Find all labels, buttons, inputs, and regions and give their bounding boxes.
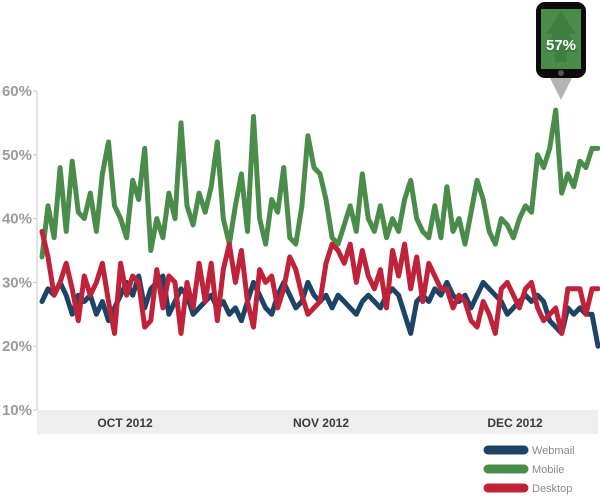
callout-label: 57%: [546, 37, 576, 54]
x-tick-label: DEC 2012: [487, 416, 543, 430]
y-axis: 10% 20% 30% 40% 50% 60%: [2, 83, 38, 419]
tree-icon: [544, 11, 578, 62]
x-axis-band: [37, 410, 598, 434]
x-tick-label: OCT 2012: [97, 416, 153, 430]
y-tick-label: 30%: [2, 274, 32, 291]
callout-pointer: [550, 78, 572, 100]
legend-label-webmail: Webmail: [532, 445, 575, 457]
legend: Webmail Mobile Desktop: [483, 445, 575, 495]
y-tick-label: 60%: [2, 83, 32, 100]
series-line-mobile: [39, 107, 600, 260]
y-tick-label: 10%: [2, 402, 32, 419]
series-line-desktop: [39, 228, 600, 336]
legend-label-desktop: Desktop: [532, 483, 572, 495]
phone-home-button: [558, 70, 564, 76]
y-tick-label: 20%: [2, 338, 32, 355]
peak-callout: 57%: [536, 2, 586, 100]
series-lines: [39, 107, 600, 349]
x-tick-label: NOV 2012: [293, 416, 349, 430]
y-tick-label: 50%: [2, 147, 32, 164]
x-axis: OCT 2012 NOV 2012 DEC 2012: [37, 410, 598, 434]
y-tick-label: 40%: [2, 211, 32, 228]
legend-label-mobile: Mobile: [532, 464, 564, 476]
